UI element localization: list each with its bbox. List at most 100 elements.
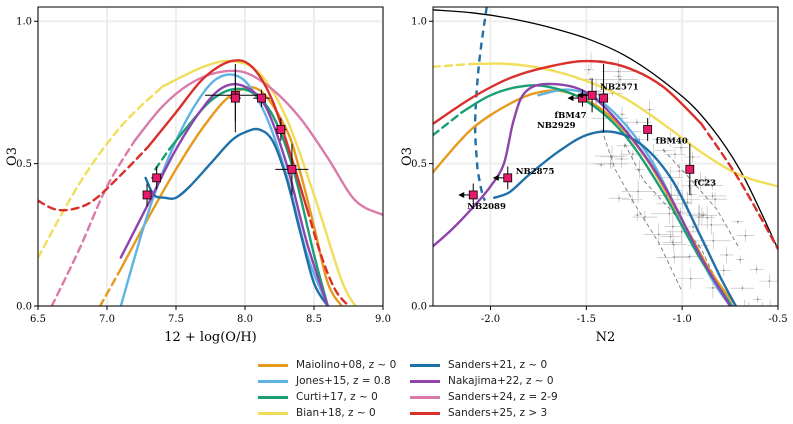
series-line-bian xyxy=(470,62,778,188)
contour-line xyxy=(601,129,683,292)
bg-point xyxy=(620,158,623,160)
axes-frame xyxy=(37,6,384,307)
legend-item: Sanders+24, z = 2-9 xyxy=(410,389,558,405)
x-tick-label: -1.5 xyxy=(577,314,596,325)
x-tick-label: 6.5 xyxy=(30,314,46,325)
data-marker xyxy=(276,125,286,134)
series-line-bian xyxy=(161,59,357,306)
data-marker xyxy=(503,173,513,183)
series-line-nakajima xyxy=(433,82,732,306)
data-point xyxy=(458,183,478,207)
bg-point xyxy=(680,230,683,233)
legend-label: Bian+18, z ~ 0 xyxy=(296,407,376,419)
legend-label: Curti+17, z ~ 0 xyxy=(296,391,378,403)
x-tick-label: 7.5 xyxy=(168,314,184,325)
legend-item: Nakajima+22, z ~ 0 xyxy=(410,373,554,389)
bg-point xyxy=(600,163,603,166)
x-axis-label: 12 + log(O/H) xyxy=(164,330,257,345)
series-line-sanders xyxy=(38,145,150,212)
bg-point xyxy=(671,241,674,244)
y-tick-label: 0.0 xyxy=(411,302,427,313)
bg-point xyxy=(672,243,675,246)
data-marker xyxy=(587,90,597,100)
legend-swatch xyxy=(410,411,440,415)
bg-point xyxy=(756,298,759,301)
bg-point xyxy=(678,170,681,173)
data-point xyxy=(685,143,695,195)
series-line-maiolino xyxy=(433,89,737,306)
panel-right: -2.0 -1.5 -1.0 -0.5 0.0 0.5 1.0 N2 O3 NB2089 NB287… xyxy=(400,6,788,347)
arrow-head xyxy=(492,174,499,181)
legend-label: Sanders+21, z ~ 0 xyxy=(448,359,548,371)
bg-point xyxy=(637,190,640,193)
contour-line xyxy=(662,149,741,250)
bg-point xyxy=(690,193,693,196)
point-label: fBM40 xyxy=(656,136,688,146)
bg-point xyxy=(619,78,622,81)
bg-point xyxy=(739,258,742,261)
series-line-sanders xyxy=(50,139,136,306)
bg-point xyxy=(722,269,725,272)
bg-point xyxy=(617,70,620,73)
bg-point xyxy=(631,153,634,156)
series-line-sanders xyxy=(700,122,778,251)
bg-point xyxy=(686,201,689,204)
x-tick-label: 8.0 xyxy=(237,314,253,325)
bg-point xyxy=(706,216,709,219)
bg-point xyxy=(668,212,671,215)
data-marker xyxy=(257,93,266,103)
bg-point xyxy=(636,214,639,216)
bg-point xyxy=(671,225,674,228)
bg-point xyxy=(762,310,764,312)
y-tick-label: 0.5 xyxy=(411,159,427,170)
bg-point xyxy=(621,113,623,116)
x-tick-label: 8.5 xyxy=(306,314,322,325)
bg-point xyxy=(741,287,744,290)
legend-swatch xyxy=(258,379,288,383)
legend-item: Sanders+25, z > 3 xyxy=(410,405,547,421)
data-point xyxy=(142,183,152,207)
legend-swatch xyxy=(258,411,288,415)
y-axis-label: O3 xyxy=(5,147,20,166)
data-marker xyxy=(643,125,653,134)
series-line-sanders xyxy=(133,69,383,217)
data-point xyxy=(229,63,241,133)
bg-point xyxy=(609,162,612,165)
data-point xyxy=(253,89,270,107)
legend-label: Sanders+25, z > 3 xyxy=(448,407,548,419)
data-marker xyxy=(142,190,152,200)
data-marker xyxy=(152,173,162,183)
legend-swatch xyxy=(410,379,440,383)
bg-point xyxy=(711,287,714,289)
point-label: fBM47 xyxy=(555,111,587,121)
bg-point xyxy=(712,239,715,242)
bg-point xyxy=(691,156,694,158)
x-axis-label: N2 xyxy=(596,330,616,345)
x-tick-label: 9.0 xyxy=(375,314,391,325)
point-label: NB2571 xyxy=(600,82,639,92)
bg-point xyxy=(643,216,646,218)
line-jones-branch xyxy=(473,7,488,202)
arrow-head xyxy=(458,191,465,198)
data-point xyxy=(275,143,309,195)
data-point xyxy=(275,118,287,141)
x-tick-label: -0.5 xyxy=(768,314,787,325)
x-tick-label: -1.0 xyxy=(673,314,692,325)
point-label: fC23 xyxy=(694,178,716,188)
data-point xyxy=(492,166,513,190)
bg-point xyxy=(714,198,717,201)
series-line-curti xyxy=(433,111,463,137)
bg-point xyxy=(638,168,641,171)
bg-point xyxy=(755,345,757,347)
bg-point xyxy=(657,233,660,236)
bg-point xyxy=(697,216,700,219)
data-point xyxy=(151,166,163,190)
bg-point xyxy=(618,197,620,200)
data-marker xyxy=(287,164,297,174)
bg-point xyxy=(711,184,714,187)
series-line-nakajima xyxy=(119,83,329,306)
data-marker xyxy=(468,190,478,200)
x-tick-label: 7.0 xyxy=(99,314,115,325)
axes-frame xyxy=(432,6,779,307)
legend-item: Jones+15, z = 0.8 xyxy=(258,373,391,389)
